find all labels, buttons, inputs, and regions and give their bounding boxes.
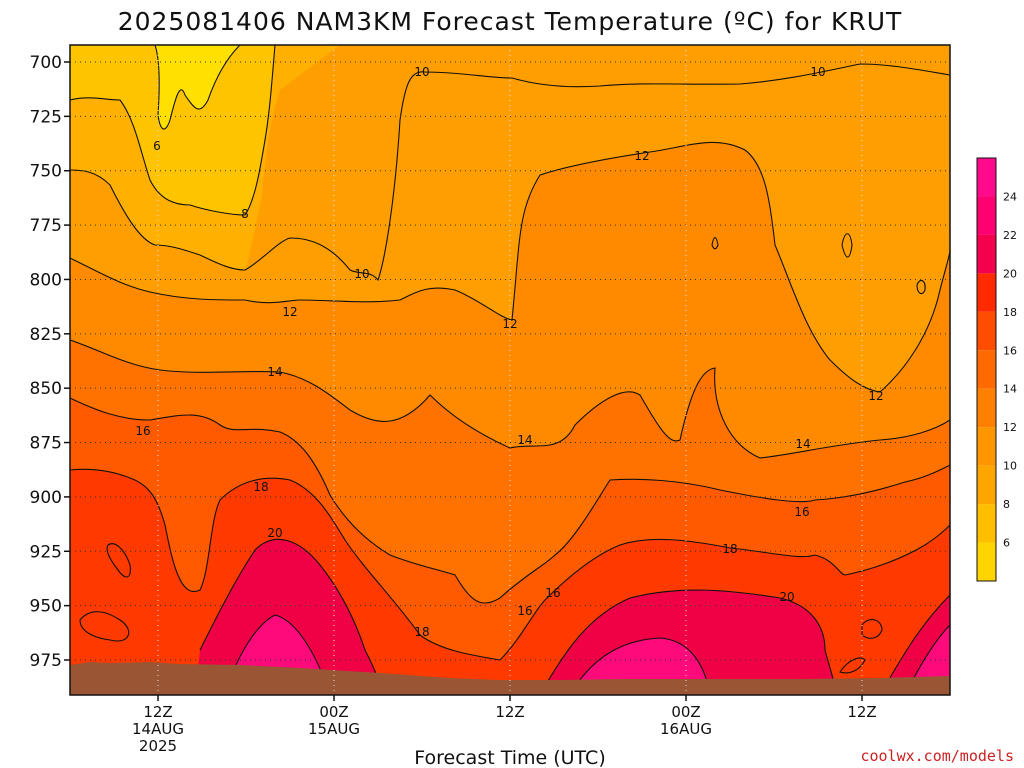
y-axis: 700 725 750 775 800 825 850 875 900 925 950 975	[30, 53, 70, 671]
contour-label: 10	[354, 267, 369, 281]
colorbar-swatch	[977, 234, 996, 274]
contour-label: 14	[267, 365, 282, 379]
contour-label: 16	[135, 424, 150, 438]
colorbar-label: 14	[1003, 383, 1017, 396]
contour-label: 16	[517, 604, 532, 618]
contour-label: 12	[634, 149, 649, 163]
band-6-8	[70, 45, 275, 215]
colorbar-swatch	[977, 388, 996, 428]
contour-label: 18	[414, 625, 429, 639]
x-tick-label: 2025	[139, 737, 177, 755]
colorbar-swatch	[977, 542, 996, 581]
x-tick-label: 12Z	[495, 703, 524, 721]
contour-label: 16	[545, 586, 560, 600]
credit-text: coolwx.com/models	[860, 747, 1014, 765]
colorbar-swatch	[977, 465, 996, 505]
colorbar-label: 20	[1003, 267, 1017, 280]
contour-label: 10	[414, 65, 429, 79]
contour-label: 14	[517, 433, 532, 447]
contour-fill-layer	[70, 45, 950, 695]
contour-label: 20	[267, 526, 282, 540]
y-tick-label: 700	[30, 53, 62, 73]
colorbar-label: 22	[1003, 229, 1017, 242]
grid-layer	[70, 45, 950, 695]
contour-label: 18	[253, 480, 268, 494]
colorbar-label: 8	[1003, 498, 1010, 511]
colorbar: 6 8 10 12 14 16 18 20 22 24	[976, 157, 1017, 582]
x-axis-title: Forecast Time (UTC)	[414, 747, 605, 768]
x-tick-label: 12Z	[143, 703, 172, 721]
colorbar-label: 6	[1003, 537, 1010, 550]
colorbar-label: 16	[1003, 344, 1017, 357]
colorbar-label: 10	[1003, 460, 1017, 473]
y-tick-label: 775	[30, 216, 62, 236]
chart-title: 2025081406 NAM3KM Forecast Temperature (…	[118, 7, 903, 36]
y-tick-label: 950	[30, 597, 62, 617]
y-tick-label: 750	[30, 162, 62, 182]
colorbar-swatch	[977, 158, 996, 197]
y-tick-label: 925	[30, 542, 62, 562]
x-tick-label: 15AUG	[308, 720, 360, 738]
contour-lines	[70, 45, 950, 695]
x-tick-label: 00Z	[671, 703, 700, 721]
x-tick-label: 14AUG	[132, 720, 184, 738]
colorbar-label: 24	[1003, 190, 1017, 203]
x-tick-label: 16AUG	[660, 720, 712, 738]
colorbar-label: 12	[1003, 421, 1017, 434]
colorbar-swatch	[977, 196, 996, 235]
y-tick-label: 875	[30, 434, 62, 454]
y-tick-label: 975	[30, 651, 62, 671]
contour-labels: 6 8 10 10 10 12 12 12 12 14 14 14 16 16 …	[135, 65, 883, 639]
contour-label: 18	[722, 542, 737, 556]
contour-label: 6	[153, 139, 161, 153]
contour-label: 8	[241, 207, 249, 221]
y-tick-label: 900	[30, 488, 62, 508]
terrain	[70, 662, 950, 695]
y-tick-label: 800	[30, 270, 62, 290]
y-tick-label: 725	[30, 107, 62, 127]
colorbar-label: 18	[1003, 306, 1017, 319]
y-tick-label: 825	[30, 325, 62, 345]
colorbar-swatch	[977, 273, 996, 312]
contour-label: 20	[779, 590, 794, 604]
colorbar-swatch	[977, 504, 996, 543]
contour-label: 12	[868, 389, 883, 403]
contour-label: 14	[795, 437, 810, 451]
x-tick-label: 00Z	[319, 703, 348, 721]
band-lt-6	[155, 45, 240, 130]
y-tick-label: 850	[30, 379, 62, 399]
contour-label: 10	[810, 65, 825, 79]
colorbar-swatch	[977, 427, 996, 466]
contour-label: 12	[282, 305, 297, 319]
colorbar-frame	[976, 157, 997, 582]
colorbar-swatch	[977, 311, 996, 351]
x-tick-label: 12Z	[847, 703, 876, 721]
contour-label: 12	[502, 317, 517, 331]
colorbar-swatch	[977, 350, 996, 389]
contour-label: 16	[794, 505, 809, 519]
